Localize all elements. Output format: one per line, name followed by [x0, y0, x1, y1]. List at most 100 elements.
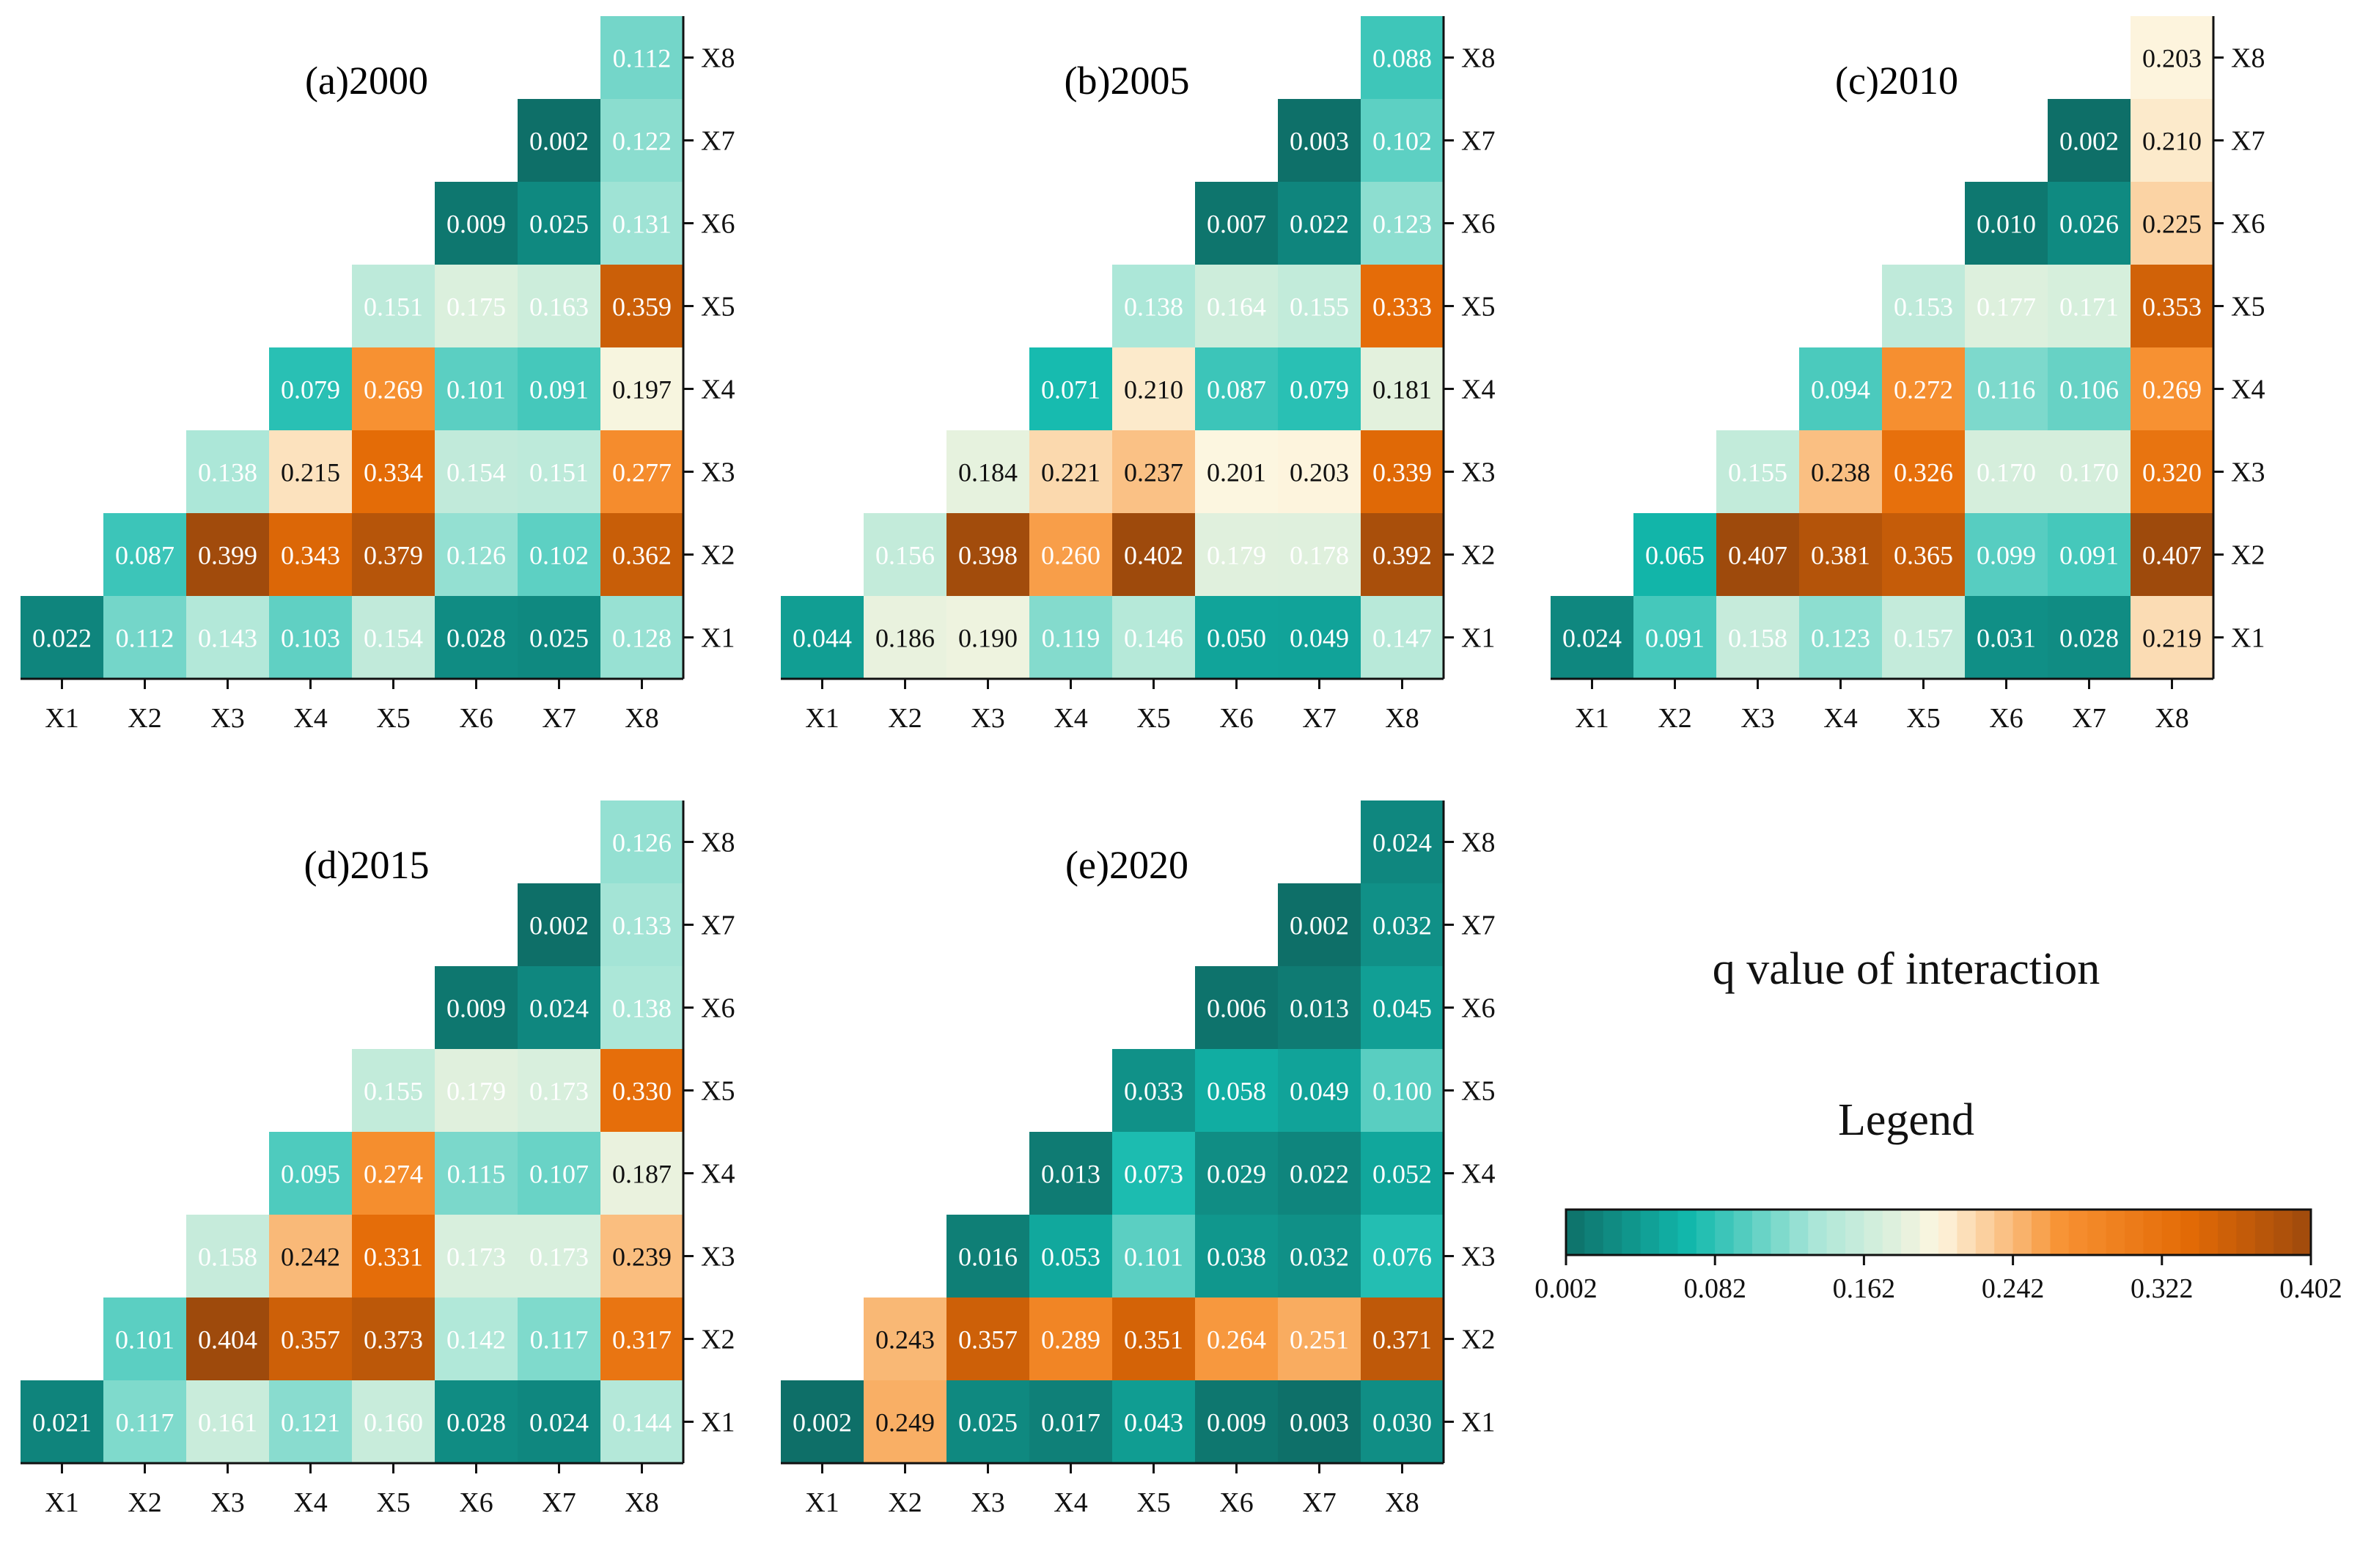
heatmap-cell	[1029, 1132, 1112, 1215]
legend-swatch	[1864, 1210, 1883, 1255]
y-tick-label: X7	[701, 126, 735, 157]
cell-label: 0.053	[1041, 1243, 1100, 1272]
x-tick-label: X6	[459, 1487, 493, 1518]
cell-label: 0.126	[446, 541, 506, 570]
heatmap-cell	[1195, 966, 1278, 1049]
heatmap-cell	[2048, 347, 2131, 430]
heatmap-cell	[518, 265, 600, 347]
cell-label: 0.381	[1811, 541, 1870, 570]
heatmap-cell	[21, 596, 103, 679]
cell-label: 0.163	[529, 292, 589, 322]
cell-label: 0.237	[1124, 458, 1183, 487]
x-tick-label: X7	[542, 703, 576, 734]
heatmap-cell	[1278, 1298, 1361, 1380]
heatmap-cell	[435, 1298, 518, 1380]
x-tick-label: X5	[1136, 1487, 1170, 1518]
heatmap-cell	[435, 966, 518, 1049]
legend-swatch	[2273, 1210, 2293, 1255]
heatmap-cell	[2131, 430, 2213, 513]
x-tick-label: X5	[376, 1487, 410, 1518]
cell-label: 0.210	[2142, 127, 2202, 156]
cell-label: 0.274	[364, 1160, 423, 1189]
heatmap-cell	[1882, 265, 1965, 347]
x-tick-label: X4	[1823, 703, 1857, 734]
cell-label: 0.260	[1041, 541, 1100, 570]
heatmap-cell	[269, 1380, 352, 1463]
cell-label: 0.101	[446, 375, 506, 405]
heatmap-cell	[352, 1049, 435, 1132]
y-tick-label: X6	[1461, 209, 1495, 240]
panel-title: (d)2015	[304, 843, 430, 887]
cell-label: 0.038	[1207, 1243, 1266, 1272]
heatmap-cell	[1112, 347, 1195, 430]
cell-label: 0.025	[958, 1408, 1018, 1438]
cell-label: 0.133	[612, 911, 672, 941]
cell-label: 0.102	[529, 541, 589, 570]
heatmap-cell	[1195, 1380, 1278, 1463]
cell-label: 0.021	[32, 1408, 92, 1438]
y-tick-label: X1	[1461, 623, 1495, 654]
heatmap-cell	[2048, 265, 2131, 347]
y-tick-label: X1	[2231, 623, 2265, 654]
heatmap-cell	[352, 1298, 435, 1380]
heatmap-cell	[1361, 1380, 1444, 1463]
heatmap-cell	[1112, 1215, 1195, 1298]
cell-label: 0.157	[1894, 624, 1953, 653]
cell-label: 0.123	[1372, 210, 1432, 239]
heatmap-cell	[435, 1215, 518, 1298]
y-tick-label: X4	[701, 1159, 735, 1190]
legend-swatch	[1696, 1210, 1716, 1255]
cell-label: 0.407	[2142, 541, 2202, 570]
heatmap-cell	[1278, 1049, 1361, 1132]
heatmap-cell	[352, 596, 435, 679]
x-tick-label: X7	[1302, 703, 1336, 734]
legend-tick-label: 0.242	[1982, 1273, 2045, 1304]
x-tick-label: X5	[376, 703, 410, 734]
cell-label: 0.002	[529, 911, 589, 941]
x-tick-label: X4	[293, 703, 327, 734]
panel-title: (b)2005	[1065, 59, 1190, 103]
heatmap-cell	[103, 1298, 186, 1380]
heatmap-cell	[600, 1298, 683, 1380]
cell-label: 0.243	[875, 1325, 935, 1355]
cell-label: 0.009	[1207, 1408, 1266, 1438]
heatmap-cell	[1278, 1132, 1361, 1215]
legend-swatch	[1808, 1210, 1828, 1255]
y-tick-label: X7	[701, 910, 735, 941]
heatmap-cell	[1965, 596, 2048, 679]
heatmap-cell	[518, 1298, 600, 1380]
cell-label: 0.009	[446, 994, 506, 1023]
heatmap-cell	[1361, 966, 1444, 1049]
heatmap-cell	[600, 265, 683, 347]
heatmap-panel: (b)2005 0.044 0.186 0.190 0.119 0.146 0.050 0.0…	[781, 16, 1495, 734]
heatmap-cell	[600, 430, 683, 513]
legend-swatch	[2180, 1210, 2200, 1255]
heatmap-cell	[186, 513, 269, 596]
cell-label: 0.156	[875, 541, 935, 570]
legend-swatch	[1677, 1210, 1697, 1255]
heatmap-cell	[2048, 430, 2131, 513]
legend-swatch	[2292, 1210, 2312, 1255]
cell-label: 0.079	[281, 375, 340, 405]
cell-label: 0.330	[612, 1077, 672, 1106]
legend-swatch	[2032, 1210, 2051, 1255]
x-tick-label: X2	[128, 1487, 161, 1518]
cell-label: 0.147	[1372, 624, 1432, 653]
cell-label: 0.404	[198, 1325, 257, 1355]
cell-label: 0.239	[612, 1243, 672, 1272]
heatmap-cell	[1278, 1380, 1361, 1463]
cell-label: 0.146	[1124, 624, 1183, 653]
heatmap-cell	[1965, 513, 2048, 596]
cell-label: 0.043	[1124, 1408, 1183, 1438]
cell-label: 0.357	[281, 1325, 340, 1355]
heatmap-cell	[1195, 596, 1278, 679]
cell-label: 0.379	[364, 541, 423, 570]
x-tick-label: X2	[1658, 703, 1691, 734]
heatmap-cell	[435, 1049, 518, 1132]
heatmap-cell	[518, 966, 600, 1049]
cell-label: 0.032	[1290, 1243, 1349, 1272]
legend-swatch	[1957, 1210, 1977, 1255]
x-tick-label: X1	[45, 703, 78, 734]
heatmap-cell	[1029, 596, 1112, 679]
cell-label: 0.170	[2059, 458, 2119, 487]
